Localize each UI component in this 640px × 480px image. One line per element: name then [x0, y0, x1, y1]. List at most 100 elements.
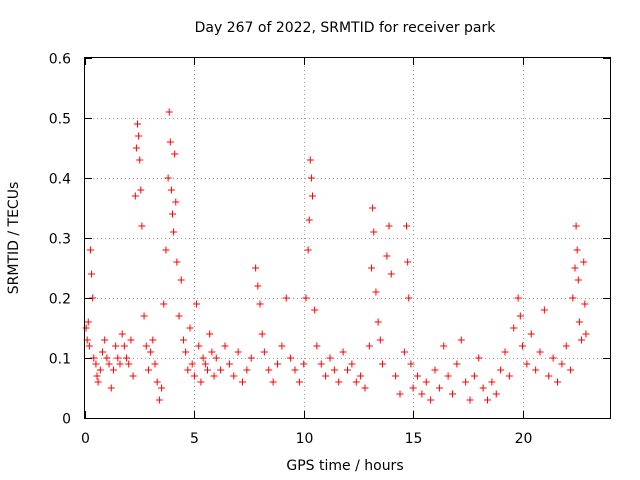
data-point	[166, 138, 174, 146]
data-point	[109, 366, 117, 374]
data-point	[449, 390, 456, 398]
data-point	[208, 348, 216, 356]
data-point	[153, 378, 161, 386]
data-point	[204, 366, 211, 374]
data-point	[88, 270, 96, 278]
data-point	[135, 132, 143, 140]
data-point	[254, 282, 262, 290]
data-point	[151, 360, 159, 368]
y-axis-label: SRMTID / TECUs	[6, 182, 22, 295]
data-point	[510, 324, 518, 332]
data-point	[173, 258, 181, 266]
data-point	[188, 360, 196, 368]
x-axis-label: GPS time / hours	[286, 458, 403, 474]
y-tick-label: 0.6	[49, 52, 71, 68]
data-point	[407, 360, 415, 368]
data-point	[116, 360, 124, 368]
data-point	[193, 300, 201, 308]
data-point	[383, 252, 391, 260]
data-point	[170, 228, 178, 236]
data-point	[247, 354, 255, 362]
data-point	[269, 378, 277, 386]
data-point	[575, 318, 583, 326]
data-point	[519, 342, 526, 350]
y-tick-label: 0.2	[49, 292, 71, 308]
data-point	[295, 378, 303, 386]
data-point	[304, 246, 312, 254]
data-point	[435, 384, 443, 392]
data-point	[484, 396, 491, 404]
data-point	[305, 216, 313, 224]
data-point	[99, 348, 106, 356]
data-point	[549, 354, 557, 362]
data-point	[184, 366, 192, 374]
data-point	[400, 348, 408, 356]
data-point	[572, 222, 580, 230]
data-point	[182, 348, 190, 356]
data-point	[361, 384, 369, 392]
x-tick-label: 0	[81, 431, 90, 447]
data-point	[369, 204, 377, 212]
data-point	[256, 300, 264, 308]
data-point	[252, 264, 260, 272]
data-point	[127, 336, 135, 344]
data-point	[140, 312, 148, 320]
data-point	[136, 156, 144, 164]
data-point	[554, 378, 561, 386]
data-point	[162, 246, 170, 254]
data-point	[195, 342, 203, 350]
data-point	[131, 192, 139, 200]
data-point	[376, 336, 384, 344]
data-point	[387, 270, 395, 278]
data-point	[444, 372, 452, 380]
data-point	[114, 354, 122, 362]
data-point	[475, 354, 483, 362]
data-point	[545, 372, 553, 380]
data-point	[372, 288, 380, 296]
data-point	[505, 372, 513, 380]
data-point	[165, 108, 173, 116]
data-point	[155, 396, 163, 404]
data-point	[514, 294, 522, 302]
data-point	[82, 324, 90, 332]
data-point	[431, 366, 439, 374]
data-point	[186, 324, 194, 332]
data-point	[225, 360, 233, 368]
data-point	[470, 372, 478, 380]
data-point	[440, 342, 448, 350]
data-point	[243, 366, 251, 374]
data-point	[488, 378, 496, 386]
data-point	[221, 342, 229, 350]
data-point	[134, 120, 141, 128]
data-point	[562, 342, 570, 350]
data-point	[291, 366, 299, 374]
data-point	[105, 360, 113, 368]
data-point	[330, 366, 338, 374]
x-tick-label: 15	[405, 431, 423, 447]
data-point	[177, 276, 185, 284]
data-point	[138, 222, 146, 230]
data-point	[103, 354, 111, 362]
data-points	[82, 108, 590, 404]
data-point	[132, 144, 140, 152]
data-point	[374, 318, 382, 326]
data-point	[558, 360, 566, 368]
data-point	[230, 372, 238, 380]
data-point	[567, 366, 575, 374]
data-point	[93, 372, 101, 380]
data-point	[147, 348, 155, 356]
data-point	[313, 342, 321, 350]
data-point	[326, 354, 334, 362]
data-point	[536, 348, 544, 356]
data-point	[457, 336, 465, 344]
data-point	[392, 372, 400, 380]
data-point	[149, 336, 157, 344]
data-point	[532, 366, 540, 374]
data-point	[418, 390, 426, 398]
data-point	[466, 396, 474, 404]
data-point	[120, 342, 128, 350]
data-point	[160, 300, 168, 308]
data-point	[516, 312, 524, 320]
data-point	[118, 330, 126, 338]
